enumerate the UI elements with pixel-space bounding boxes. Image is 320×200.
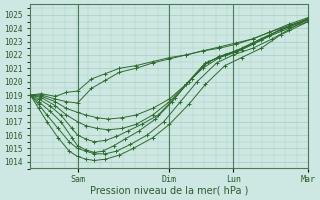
X-axis label: Pression niveau de la mer( hPa ): Pression niveau de la mer( hPa )	[90, 186, 249, 196]
